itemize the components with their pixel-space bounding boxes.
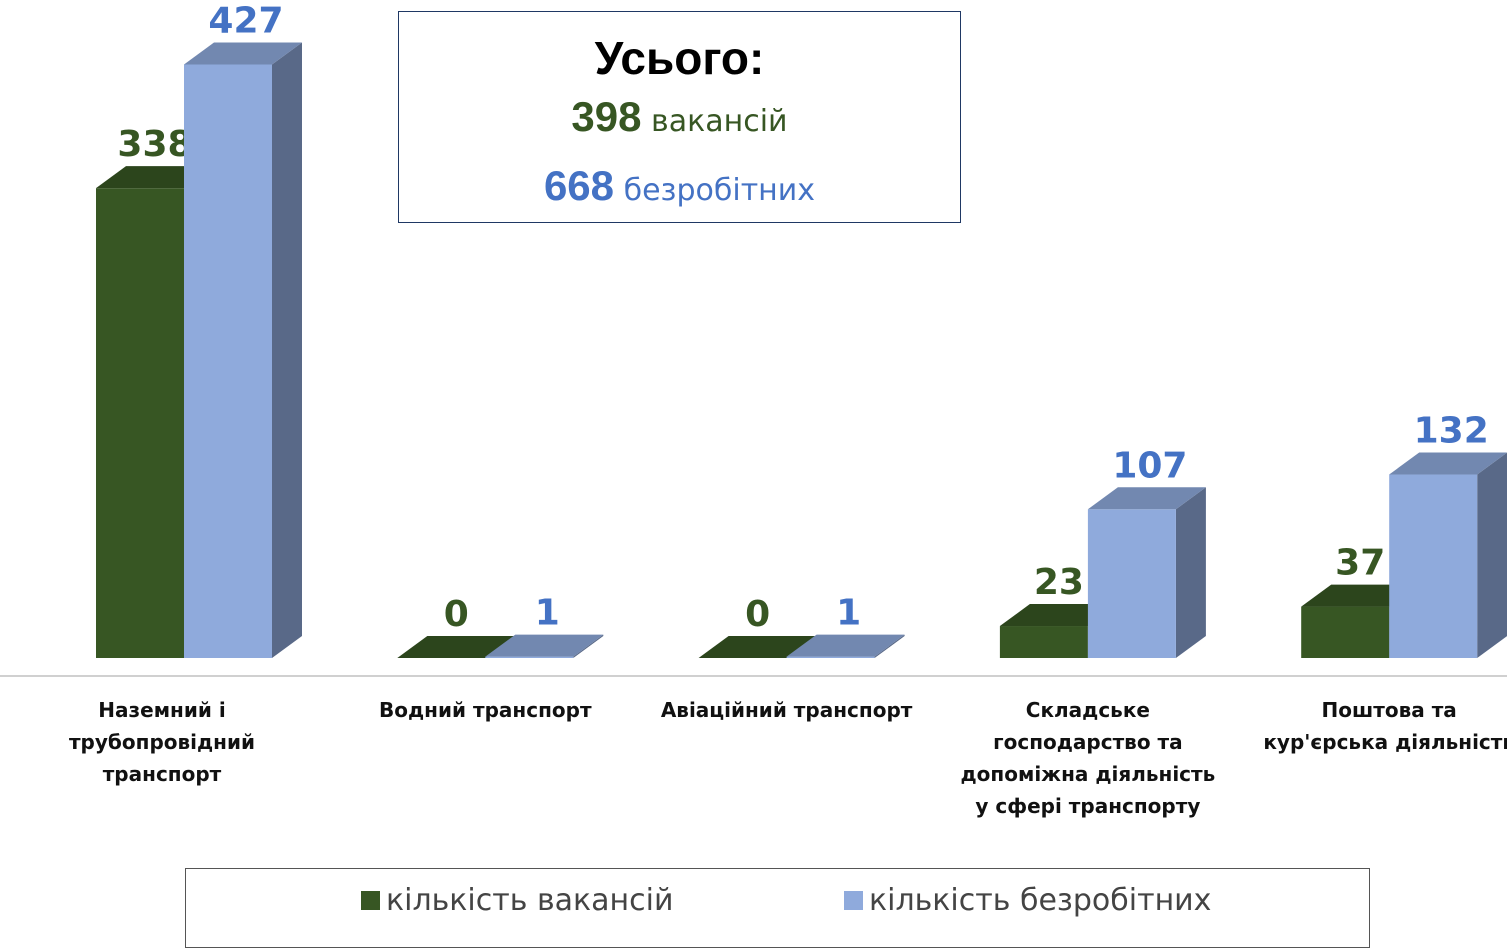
total-title: Усього: <box>594 32 765 84</box>
bar-side <box>1477 452 1507 658</box>
value-label: 427 <box>208 0 283 41</box>
value-label: 132 <box>1414 411 1489 452</box>
total-label: вакансій <box>651 104 788 139</box>
bar-side <box>573 634 604 658</box>
bar-top <box>397 636 516 658</box>
bar-front <box>184 64 272 659</box>
bar <box>397 636 516 658</box>
value-label: 23 <box>1034 562 1084 603</box>
bar-top <box>485 634 604 657</box>
bar <box>485 634 604 658</box>
legend-swatch <box>844 891 863 910</box>
value-label: 0 <box>745 594 770 635</box>
value-label: 107 <box>1112 445 1187 486</box>
bar-front <box>1389 474 1478 658</box>
bar-front <box>1301 606 1390 658</box>
bar-top <box>1389 452 1507 475</box>
legend-swatch <box>361 891 380 910</box>
chart: 338 427 0 1 0 1 23 107 37 132 <box>0 0 1507 677</box>
bar-top <box>786 634 905 657</box>
bar-front <box>485 656 574 658</box>
x-tick-label: Поштова та кур'єрська діяльність <box>1263 698 1507 754</box>
legend-label: кількість безробітних <box>869 883 1212 918</box>
total-line: 398 вакансій <box>399 86 960 153</box>
legend: кількість вакансій кількість безробітних <box>185 868 1370 948</box>
bar-top <box>184 42 302 65</box>
value-label: 1 <box>836 593 861 634</box>
bar-front <box>1087 509 1176 658</box>
total-line: 668 безробітних <box>399 153 960 224</box>
value-label: 0 <box>444 594 469 635</box>
bar <box>1389 452 1507 658</box>
total-value: 668 <box>543 162 615 209</box>
total-box: Усього: 398 вакансій 668 безробітних <box>398 11 961 223</box>
bar-side <box>1175 487 1206 658</box>
x-tick-label: Водний транспорт <box>379 698 592 722</box>
total-label: безробітних <box>623 173 816 208</box>
x-tick-label: Складське господарство та допоміжна діял… <box>960 698 1216 818</box>
bar-top <box>698 636 817 658</box>
bar-side <box>874 634 905 658</box>
legend-item: кількість вакансій <box>361 883 673 918</box>
total-value: 398 <box>571 93 642 140</box>
legend-label: кількість вакансій <box>386 883 674 918</box>
bar <box>1087 487 1206 658</box>
bar <box>184 42 302 659</box>
legend-item: кількість безробітних <box>844 883 1211 918</box>
value-label: 37 <box>1335 543 1385 584</box>
bar-front <box>96 188 184 658</box>
bar-top <box>1087 487 1206 510</box>
bar-side <box>272 42 302 659</box>
bar <box>786 634 905 658</box>
bar <box>698 636 817 658</box>
x-tick-label: Наземний і трубопровідний транспорт <box>68 698 256 786</box>
x-tick-label: Авіаційний транспорт <box>660 698 913 722</box>
bar-front <box>786 656 875 658</box>
value-label: 1 <box>535 593 560 634</box>
value-label: 338 <box>117 124 192 165</box>
bar-front <box>999 626 1088 658</box>
